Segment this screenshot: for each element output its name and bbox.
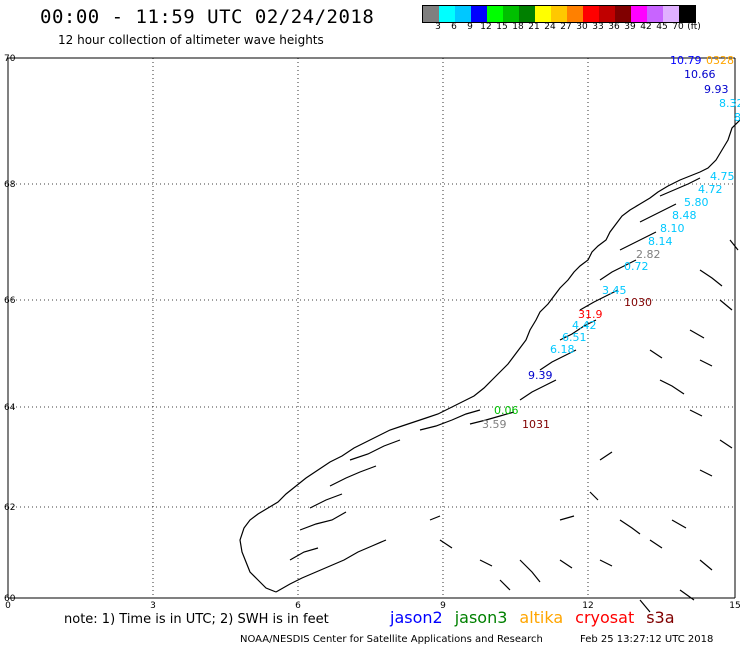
wave-reading: 10.66: [684, 68, 716, 81]
colorbar-labels: 3 6 9 12 15 18 21 24 27 30 33 36 39 42 45 70 (ft): [422, 22, 740, 34]
y-tick-label: 66: [4, 296, 16, 306]
colorbar-label: 18: [512, 22, 524, 32]
units-note: note: 1) Time is in UTC; 2) SWH is in fe…: [64, 612, 329, 627]
wave-reading: 8.48: [672, 209, 697, 222]
wave-reading: 2.82: [636, 248, 661, 261]
y-tick-label: 60: [4, 594, 16, 604]
colorbar-swatch: [647, 6, 663, 22]
colorbar-label: 70: [672, 22, 684, 32]
colorbar-label: 15: [496, 22, 508, 32]
x-tick-label: 9: [440, 601, 446, 611]
colorbar-swatch: [439, 6, 455, 22]
page-title: 00:00 - 11:59 UTC 02/24/2018: [40, 6, 375, 28]
wave-reading: 10.79: [670, 54, 702, 67]
generated-timestamp: Feb 25 13:27:12 UTC 2018: [580, 634, 714, 645]
footer-credit: NOAA/NESDIS Center for Satellite Applica…: [240, 634, 543, 645]
colorbar-label: (ft): [687, 22, 701, 32]
colorbar-label: 21: [528, 22, 540, 32]
wave-reading: 3.59: [482, 418, 507, 431]
wave-reading: 8.32: [719, 97, 740, 110]
colorbar-label: 24: [544, 22, 556, 32]
colorbar-swatch: [567, 6, 583, 22]
colorbar-swatch: [519, 6, 535, 22]
map-grid: 0 3 6 9 12 15 70 68 66 64 62 60: [4, 54, 740, 611]
wave-reading: 8.14: [648, 235, 673, 248]
wave-reading: 4.72: [698, 183, 723, 196]
y-tick-label: 62: [4, 503, 15, 513]
x-tick-label: 0: [5, 601, 11, 611]
legend-item: jason2: [390, 608, 443, 627]
colorbar-swatch: [503, 6, 519, 22]
x-tick-label: 3: [150, 601, 156, 611]
wave-reading: 5.80: [684, 196, 709, 209]
colorbar-swatch: [471, 6, 487, 22]
wave-reading: 6.51: [562, 331, 587, 344]
colorbar-swatch: [455, 6, 471, 22]
wave-reading: 3.45: [602, 284, 627, 297]
colorbar-swatch: [679, 6, 695, 22]
wave-reading: 0328: [706, 54, 734, 67]
colorbar-label: 33: [592, 22, 604, 32]
x-tick-label: 6: [295, 601, 301, 611]
legend-item: jason3: [454, 608, 508, 627]
wave-height-colorbar: [422, 5, 696, 23]
satellite-legend: jason2 jason3 altika cryosat s3a: [390, 608, 687, 627]
wave-reading: 1031: [522, 418, 550, 431]
colorbar-swatch: [535, 6, 551, 22]
coastline-fjords-1: [275, 439, 401, 593]
colorbar-label: 30: [576, 22, 588, 32]
wave-reading: 31.9: [578, 308, 603, 321]
colorbar-swatch: [615, 6, 631, 22]
wave-reading: 4.75: [710, 170, 735, 183]
colorbar-label: 6: [451, 22, 457, 32]
colorbar-swatch: [551, 6, 567, 22]
wave-reading: 0.06: [494, 404, 519, 417]
colorbar-label: 45: [656, 22, 668, 32]
wave-reading: 4.42: [572, 319, 597, 332]
legend-item: s3a: [646, 608, 675, 627]
page-subtitle: 12 hour collection of altimeter wave hei…: [58, 33, 324, 47]
x-tick-label: 15: [729, 601, 740, 611]
wave-reading: 8.10: [660, 222, 685, 235]
wave-reading: 9.93: [704, 83, 729, 96]
wave-reading: 8: [734, 111, 740, 124]
y-tick-label: 68: [4, 180, 16, 190]
coastline-main: [239, 119, 740, 593]
colorbar-swatch: [663, 6, 679, 22]
colorbar-swatch: [599, 6, 615, 22]
sweden-border-lakes: [429, 239, 739, 613]
coastline: [239, 119, 740, 613]
wave-reading: 9.39: [528, 369, 553, 382]
wave-reading: 1030: [624, 296, 652, 309]
colorbar-label: 9: [467, 22, 473, 32]
wave-reading: 0.72: [624, 260, 649, 273]
colorbar-swatch: [583, 6, 599, 22]
coastline-fjords-2: [419, 177, 701, 431]
legend-item: altika: [519, 608, 564, 627]
wave-readings: 10.79032810.669.938.3284.754.725.808.488…: [482, 54, 740, 431]
colorbar-swatch: [631, 6, 647, 22]
legend-item: cryosat: [575, 608, 635, 627]
colorbar-label: 42: [640, 22, 652, 32]
colorbar-swatch: [423, 6, 439, 22]
colorbar-label: 27: [560, 22, 572, 32]
colorbar-label: 39: [624, 22, 636, 32]
colorbar-label: 36: [608, 22, 620, 32]
y-tick-label: 64: [4, 403, 16, 413]
wave-reading: 6.18: [550, 343, 575, 356]
colorbar-label: 12: [480, 22, 492, 32]
colorbar-label: 3: [435, 22, 441, 32]
x-tick-label: 12: [582, 601, 593, 611]
colorbar-swatch: [487, 6, 503, 22]
y-tick-label: 70: [4, 54, 16, 64]
